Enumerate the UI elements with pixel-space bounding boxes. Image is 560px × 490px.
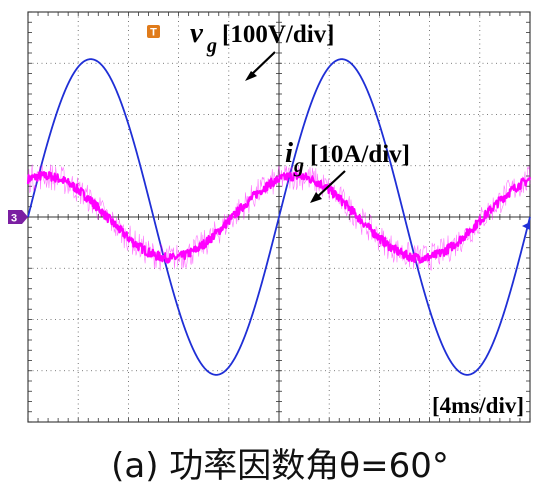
ig-label-unit: [10A/div] [310,141,410,168]
ig-label-sub: g [293,155,304,177]
svg-text:T: T [150,27,157,39]
right-edge-marker-icon [522,222,530,230]
traces [26,58,532,376]
vg-label-main: v [190,17,204,49]
vg-pointer-arrow [249,51,276,77]
trigger-marker-icon: T [147,25,160,39]
ig-label-main: i [285,137,293,169]
vg-pointer-arrowhead-icon [245,71,257,81]
svg-text:3: 3 [11,213,17,225]
grid [27,11,531,423]
channel-ground-marker-icon: 3 [8,210,28,225]
vg-label: v g [100V/div] [190,17,335,57]
vg-label-sub: g [206,35,217,57]
time-division-label: [4ms/div] [432,393,524,418]
ig-label: i g [10A/div] [285,137,410,177]
series-i_g-line [26,171,532,264]
vg-label-unit: [100V/div] [222,21,335,48]
ig-pointer-arrow [315,170,346,199]
series-v_g-line [27,58,531,376]
oscilloscope-chart: T 3 v g [100V/div] i g [10A/div] [4ms/di… [8,11,532,423]
figure-caption: (a) 功率因数角θ=60° [111,446,449,486]
ig-pointer-arrowhead-icon [310,192,322,203]
